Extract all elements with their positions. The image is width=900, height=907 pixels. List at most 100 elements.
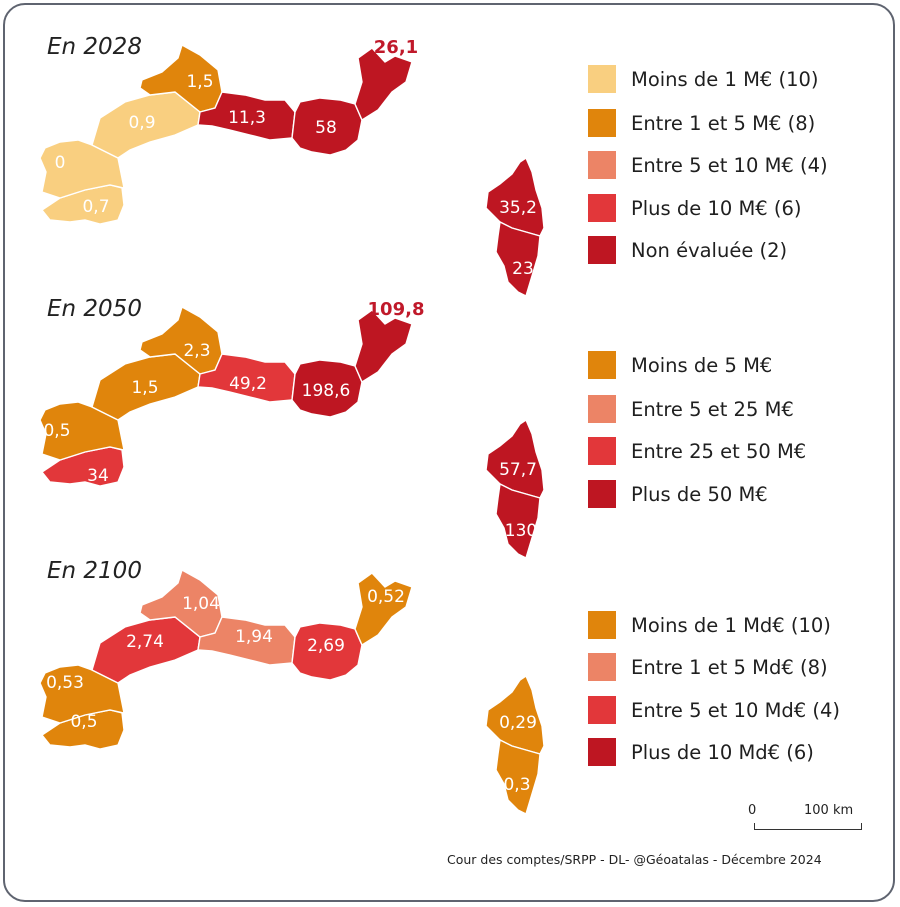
region-corsica-south xyxy=(495,738,541,815)
legend-label: Non évaluée (2) xyxy=(631,238,788,262)
legend-swatch xyxy=(588,395,616,423)
map-2100: 0,5 0,53 2,74 1,04 1,94 2,69 0,52 0,29 0… xyxy=(39,568,545,815)
region-corsica-south xyxy=(495,220,541,297)
region-corsica-south xyxy=(495,482,541,559)
map-frame xyxy=(3,3,895,902)
legend-swatch xyxy=(588,480,616,508)
value-west-mid: 0,53 xyxy=(46,673,84,693)
legend-swatch xyxy=(588,351,616,379)
value-far-east: 109,8 xyxy=(368,299,425,320)
legend-item: Moins de 1 Md€ (10) xyxy=(588,610,831,640)
legend-label: Moins de 1 Md€ (10) xyxy=(631,613,831,637)
region-far-east xyxy=(354,572,413,647)
value-east: 58 xyxy=(315,118,337,138)
value-corsica-south: 0,3 xyxy=(503,775,530,795)
region-far-east xyxy=(354,47,413,122)
legend-item: Plus de 10 Md€ (6) xyxy=(588,737,814,767)
map-2050: 34 0,5 1,5 2,3 49,2 198,6 57,7 130 109,8 xyxy=(39,299,545,559)
value-west-north: 2,3 xyxy=(183,341,210,361)
region-center xyxy=(197,353,296,403)
value-west-upper: 2,74 xyxy=(126,632,164,652)
legend-swatch xyxy=(588,653,616,681)
scale-bar-line xyxy=(754,823,862,830)
region-west-mid xyxy=(39,664,125,724)
legend-swatch xyxy=(588,65,616,93)
value-center: 49,2 xyxy=(229,374,267,394)
legend-swatch xyxy=(588,437,616,465)
value-west-north: 1,04 xyxy=(182,594,220,614)
value-west-upper: 0,9 xyxy=(128,113,155,133)
value-east: 198,6 xyxy=(302,381,351,401)
legend-label: Plus de 10 M€ (6) xyxy=(631,196,802,220)
value-corsica-south: 130 xyxy=(505,521,537,541)
region-east xyxy=(291,97,363,156)
legend-swatch xyxy=(588,151,616,179)
map-title-2028: En 2028 xyxy=(47,34,142,60)
legend-label: Plus de 50 M€ xyxy=(631,482,768,506)
value-west-south: 34 xyxy=(87,466,109,486)
region-west-mid xyxy=(39,139,125,199)
legend-item: Plus de 10 M€ (6) xyxy=(588,193,802,223)
value-center: 1,94 xyxy=(235,627,273,647)
legend-swatch xyxy=(588,738,616,766)
value-east: 2,69 xyxy=(307,636,345,656)
coast-regions xyxy=(39,568,413,750)
value-corsica-north: 35,2 xyxy=(499,198,537,218)
region-east xyxy=(291,622,363,681)
legend-swatch xyxy=(588,696,616,724)
legend-item: Entre 5 et 10 Md€ (4) xyxy=(588,695,840,725)
legend-label: Entre 5 et 25 M€ xyxy=(631,397,794,421)
scale-distance-label: 100 km xyxy=(804,803,854,818)
value-west-north: 1,5 xyxy=(186,72,213,92)
corsica-regions xyxy=(485,674,545,815)
value-corsica-south: 23 xyxy=(512,259,534,279)
coast-regions xyxy=(39,305,413,487)
value-far-east: 0,52 xyxy=(367,587,405,607)
legend-swatch xyxy=(588,611,616,639)
legend-item: Entre 1 et 5 M€ (8) xyxy=(588,108,815,138)
value-west-upper: 1,5 xyxy=(131,378,158,398)
region-corsica-north xyxy=(485,418,545,499)
legend-item: Entre 25 et 50 M€ xyxy=(588,436,806,466)
legend-label: Plus de 10 Md€ (6) xyxy=(631,740,814,764)
region-corsica-north xyxy=(485,156,545,237)
region-far-east xyxy=(354,309,413,384)
legend-label: Moins de 1 M€ (10) xyxy=(631,67,819,91)
legend-item: Entre 5 et 25 M€ xyxy=(588,394,794,424)
value-corsica-north: 0,29 xyxy=(499,713,537,733)
legend-item: Non évaluée (2) xyxy=(588,235,787,265)
map-2028: 0,7 0 0,9 1,5 11,3 58 35,2 23 26,1 xyxy=(39,37,545,297)
value-west-south: 0,5 xyxy=(70,712,97,732)
coast-regions xyxy=(39,43,413,225)
value-far-east: 26,1 xyxy=(374,37,418,58)
legend-label: Entre 1 et 5 M€ (8) xyxy=(631,111,816,135)
legend-item: Entre 1 et 5 Md€ (8) xyxy=(588,652,828,682)
region-center xyxy=(197,91,296,141)
legend-label: Entre 25 et 50 M€ xyxy=(631,439,807,463)
legend-swatch xyxy=(588,194,616,222)
legend-label: Entre 1 et 5 Md€ (8) xyxy=(631,655,828,679)
legend-label: Moins de 5 M€ xyxy=(631,353,773,377)
source-credit: Cour des comptes/SRPP - DL- @Géoatalas -… xyxy=(447,852,822,867)
value-west-mid: 0,5 xyxy=(43,421,70,441)
legend-label: Entre 5 et 10 Md€ (4) xyxy=(631,698,840,722)
region-west-mid xyxy=(39,401,125,461)
value-west-south: 0,7 xyxy=(82,197,109,217)
legend-item: Plus de 50 M€ xyxy=(588,479,768,509)
corsica-regions xyxy=(485,156,545,297)
region-east xyxy=(291,359,363,418)
legend-item: Moins de 1 M€ (10) xyxy=(588,64,819,94)
map-title-2050: En 2050 xyxy=(47,296,142,322)
value-corsica-north: 57,7 xyxy=(499,460,537,480)
corsica-regions xyxy=(485,418,545,559)
scale-zero-label: 0 xyxy=(748,803,757,818)
legend-item: Entre 5 et 10 M€ (4) xyxy=(588,150,828,180)
map-title-2100: En 2100 xyxy=(47,558,142,584)
legend-swatch xyxy=(588,236,616,264)
legend-swatch xyxy=(588,109,616,137)
legend-item: Moins de 5 M€ xyxy=(588,350,772,380)
region-center xyxy=(197,616,296,666)
value-west-mid: 0 xyxy=(55,153,66,173)
value-center: 11,3 xyxy=(228,108,266,128)
